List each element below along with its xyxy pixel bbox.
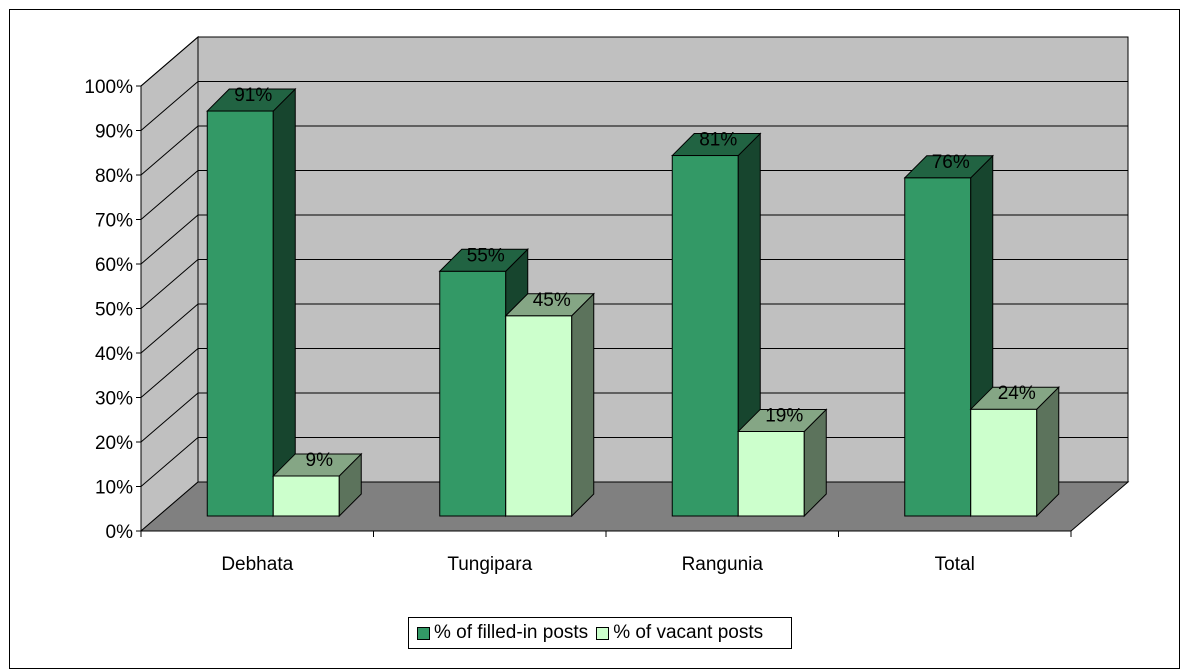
bar-top	[438, 248, 529, 272]
legend-item-filled: % of filled-in posts	[417, 622, 588, 644]
y-tick-label: 90%	[95, 122, 133, 143]
data-label: 91%	[234, 85, 272, 106]
bar-filled	[671, 132, 762, 518]
y-tick-label: 10%	[95, 478, 133, 499]
bar-top	[272, 453, 363, 477]
legend-label-filled: % of filled-in posts	[434, 622, 589, 643]
y-tick-label: 70%	[95, 211, 133, 232]
gridline	[140, 259, 1128, 309]
bar-front	[272, 475, 340, 517]
bar-top	[737, 408, 828, 432]
bar-front	[737, 430, 805, 517]
bar-top	[671, 133, 762, 157]
bar-vacant	[272, 452, 363, 518]
bar-front	[505, 315, 573, 517]
legend: % of filled-in posts % of vacant posts	[408, 617, 792, 649]
gridline	[140, 392, 1128, 443]
legend-swatch-vacant	[596, 626, 610, 640]
data-label: 81%	[699, 130, 737, 151]
labels: Debhata 91% 9% Tungipara 55% 45% Rangunia 81% 19…	[221, 85, 1036, 575]
bar-vacant	[504, 292, 595, 518]
bar-front	[970, 408, 1038, 517]
category-label: Rangunia	[682, 554, 764, 575]
y-tick-label: 50%	[95, 300, 133, 321]
y-tick-label: 30%	[95, 389, 133, 410]
bar-top	[969, 386, 1060, 410]
data-label: 45%	[533, 290, 571, 311]
category-label: Debhata	[221, 554, 293, 575]
y-tick-label: 0%	[106, 522, 134, 543]
bar-filled	[206, 87, 297, 518]
y-tick-label: 20%	[95, 433, 133, 454]
data-label: 55%	[467, 245, 505, 266]
gridline	[140, 81, 1128, 131]
gridline	[140, 348, 1128, 398]
bar-vacant	[737, 408, 828, 518]
bars	[206, 87, 1060, 518]
bar-front	[904, 177, 972, 517]
bar-chart-3d: 0% 10% 20% 30% 40% 50% 60% 70% 80% 90% 100% Debhat…	[84, 35, 1130, 575]
y-tick-label: 80%	[95, 166, 133, 187]
data-label: 9%	[306, 450, 334, 471]
gridline	[140, 214, 1128, 265]
legend-swatch-filled	[417, 626, 430, 640]
y-tick-label: 60%	[95, 255, 133, 276]
bar-side	[571, 292, 595, 518]
y-tick-label: 100%	[84, 77, 133, 98]
bar-side	[272, 87, 296, 518]
bar-front	[439, 270, 507, 517]
y-tick-label: 40%	[95, 344, 133, 365]
data-label: 19%	[765, 405, 803, 426]
bar-front	[671, 155, 739, 517]
bar-vacant	[969, 385, 1060, 518]
data-label: 24%	[998, 383, 1036, 404]
bar-front	[206, 110, 274, 517]
category-label: Total	[935, 554, 975, 575]
bar-top	[206, 88, 297, 112]
legend-label-vacant: % of vacant posts	[613, 622, 764, 643]
data-label: 76%	[932, 152, 970, 173]
bar-top	[903, 155, 994, 179]
legend-item-vacant: % of vacant posts	[596, 622, 763, 644]
category-label: Tungipara	[447, 554, 532, 575]
bar-top	[504, 293, 595, 317]
gridline	[140, 303, 1128, 354]
axes: 0% 10% 20% 30% 40% 50% 60% 70% 80% 90% 100%	[84, 77, 1072, 543]
gridline	[140, 170, 1128, 220]
gridline	[140, 125, 1128, 176]
gridline	[140, 36, 1128, 87]
